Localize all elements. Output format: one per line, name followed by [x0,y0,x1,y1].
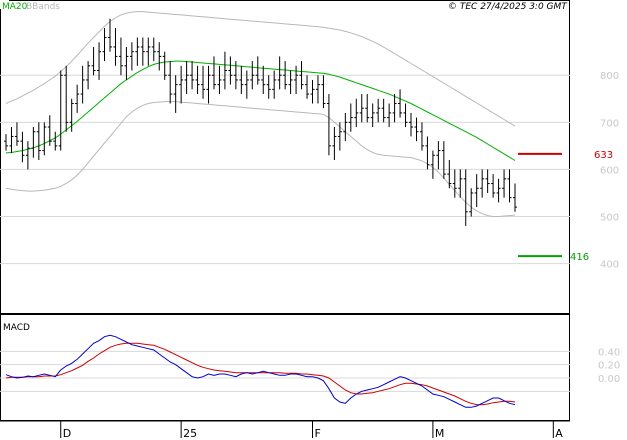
levels-layer: 633 416 [518,150,613,263]
resistance-level-label: 633 [594,150,613,161]
x-tick-label: D [63,427,71,440]
macd-signal-line [5,342,516,406]
price-y-tick-label: 500 [600,213,619,224]
legend-bg [0,0,9,9]
support-level-label: 416 [570,252,589,263]
macd-y-tick-label: 0.40 [598,347,620,358]
price-y-tick-label: 400 [600,260,619,271]
x-tick-label: 25 [183,427,197,440]
macd-lines-layer [5,334,516,408]
macd-y-ticks: 0.00 0.20 0.40 [598,347,620,385]
x-tick-label: A [555,427,563,440]
macd-title: MACD [3,323,30,333]
x-tick-label: M [435,427,445,440]
macd-y-tick-label: 0.00 [598,374,620,385]
ma20-layer [5,60,516,161]
price-y-tick-label: 600 [600,165,619,176]
legend-ma20: MA20 [2,2,28,12]
macd-panel-frame [0,314,570,421]
ma20-line [5,60,516,161]
bband-lower-line [5,101,516,217]
bband-upper-line [5,11,516,127]
price-y-tick-label: 700 [600,118,619,129]
price-bars-layer [4,18,517,226]
price-panel-frame [0,0,570,314]
macd-gridlines [0,350,570,392]
legend-bbands: BBands [26,2,60,12]
copyright-text: © TEC 27/4/2025 3:0 GMT [448,2,568,12]
macd-line [5,334,516,408]
bbands-layer [5,11,516,217]
macd-y-tick-label: 0.20 [598,361,620,372]
x-tick-label: F [314,427,320,440]
price-y-ticks: 400 500 600 700 800 [600,71,619,270]
price-y-tick-label: 800 [600,71,619,82]
